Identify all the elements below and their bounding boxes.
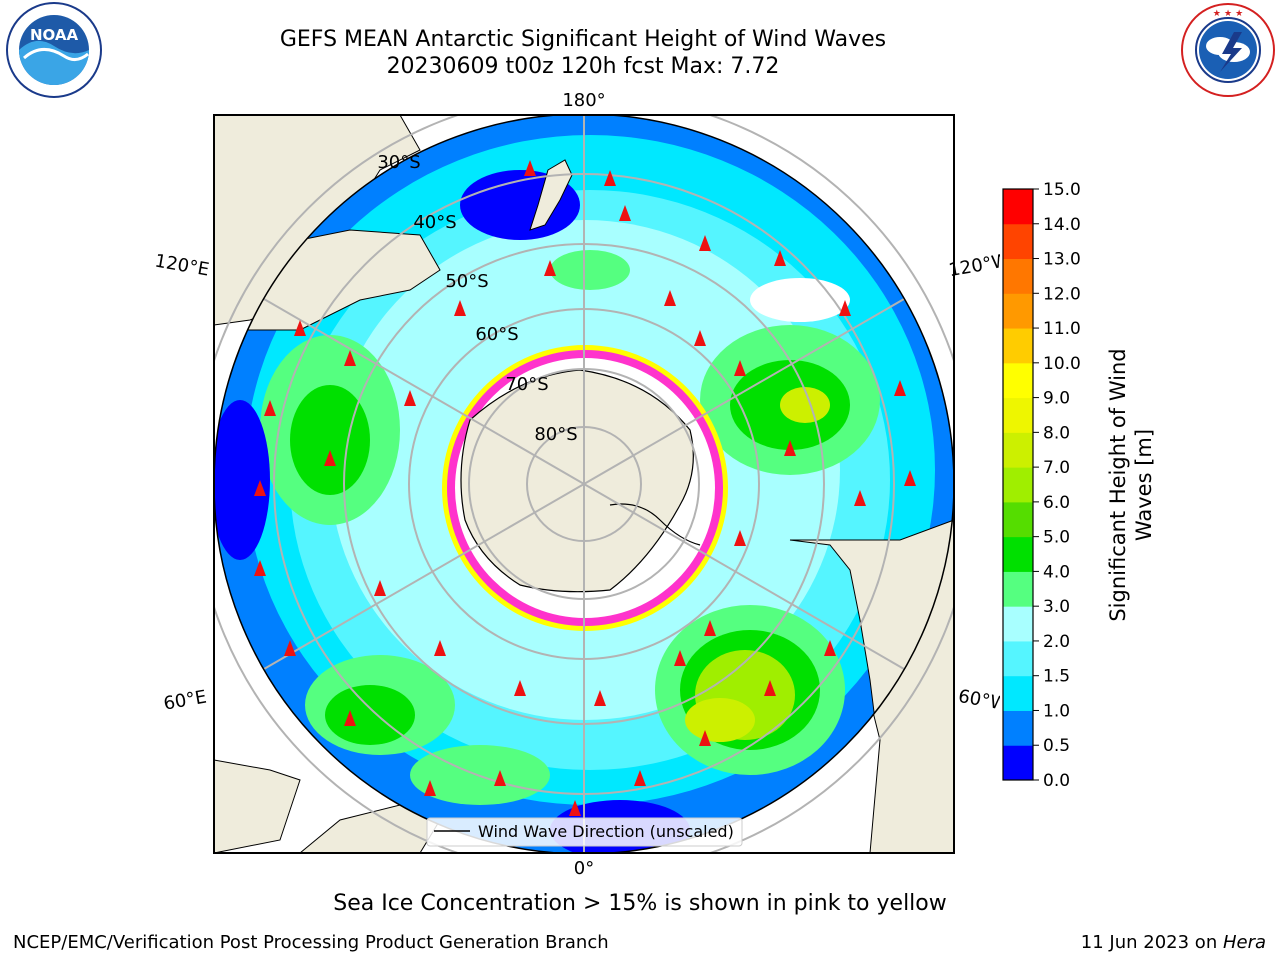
colorbar-tick-label: 1.0	[1043, 701, 1070, 721]
colorbar-tick-label: 13.0	[1043, 250, 1081, 270]
nws-logo: ★ ★ ★	[1181, 3, 1275, 97]
colorbar-swatch	[1003, 432, 1033, 468]
lat-label-70s: 70°S	[505, 374, 548, 395]
colorbar-tick-label: 10.0	[1043, 354, 1081, 374]
lat-label-30s: 30°S	[377, 152, 420, 173]
colorbar-swatch	[1003, 293, 1033, 329]
footer-machine: Hera	[1222, 932, 1266, 953]
colorbar-tick-label: 4.0	[1043, 562, 1070, 582]
colorbar-swatches	[1003, 189, 1033, 781]
colorbar: 0.0 0.5 1.0 1.5 2.0 3.0 4.0 5.0 6.0 7.0 8.0 9.0 10.0…	[1002, 180, 1081, 791]
footer-date: 11 Jun 2023	[1080, 932, 1190, 953]
chart-subtitle: 20230609 t00z 120h fcst Max: 7.72	[386, 54, 780, 79]
colorbar-swatch	[1003, 328, 1033, 364]
colorbar-swatch	[1003, 745, 1033, 781]
noaa-logo: NOAA	[6, 2, 102, 98]
chart-title: GEFS MEAN Antarctic Significant Height o…	[279, 27, 887, 52]
colorbar-swatch	[1003, 397, 1033, 433]
colorbar-tick-label: 8.0	[1043, 423, 1070, 443]
lon-label-120e: 120°E	[153, 250, 211, 280]
lon-label-0: 0°	[574, 858, 594, 879]
colorbar-swatch	[1003, 640, 1033, 677]
lat-label-80s: 80°S	[534, 424, 577, 445]
graticule	[214, 115, 954, 853]
wind-wave-arrows	[254, 160, 916, 816]
colorbar-swatch	[1003, 362, 1033, 399]
lat-label-50s: 50°S	[445, 271, 488, 292]
colorbar-tick-label: 1.5	[1043, 667, 1070, 687]
footer-on: on	[1189, 932, 1223, 953]
colorbar-tick-label: 15.0	[1043, 180, 1081, 200]
colorbar-swatch	[1003, 536, 1033, 572]
colorbar-tick-label: 12.0	[1043, 284, 1081, 304]
colorbar-label: Significant Height of Wind Waves [m]	[1106, 348, 1156, 622]
colorbar-swatch	[1003, 501, 1033, 538]
map-legend: Wind Wave Direction (unscaled)	[426, 817, 743, 847]
latitude-labels: 30°S 40°S 50°S 60°S 70°S 80°S	[377, 152, 577, 445]
colorbar-swatch	[1003, 710, 1033, 746]
noaa-logo-text: NOAA	[30, 26, 79, 44]
colorbar-frame	[1002, 188, 1034, 781]
svg-text:★ ★ ★: ★ ★ ★	[1213, 9, 1243, 19]
lat-label-40s: 40°S	[413, 212, 456, 233]
lon-label-60e: 60°E	[162, 686, 208, 714]
colorbar-tick-label: 3.0	[1043, 597, 1070, 617]
colorbar-tick-label: 14.0	[1043, 215, 1081, 235]
colorbar-swatch	[1003, 606, 1033, 642]
footer-branch: NCEP/EMC/Verification Post Processing Pr…	[13, 932, 609, 953]
footer-datestamp: 11 Jun 2023 on Hera	[1081, 932, 1266, 953]
lat-label-60s: 60°S	[475, 324, 518, 345]
colorbar-swatch	[1003, 223, 1033, 260]
colorbar-swatch	[1003, 467, 1033, 503]
colorbar-swatch	[1003, 675, 1033, 711]
polar-map: 180° 120°E 120°W 60°E 60°W 0° 30°S 40°S …	[153, 90, 1000, 879]
colorbar-tick-label: 0.0	[1043, 771, 1070, 791]
colorbar-tick-label: 5.0	[1043, 528, 1070, 548]
colorbar-tick-label: 2.0	[1043, 632, 1070, 652]
colorbar-tick-label: 7.0	[1043, 458, 1070, 478]
lon-label-180: 180°	[562, 90, 605, 111]
colorbar-tick-label: 0.5	[1043, 736, 1070, 756]
sea-ice-note: Sea Ice Concentration > 15% is shown in …	[333, 891, 947, 916]
legend-label: Wind Wave Direction (unscaled)	[478, 822, 734, 841]
colorbar-swatch	[1003, 189, 1033, 225]
colorbar-tick-label: 9.0	[1043, 389, 1070, 409]
colorbar-swatch	[1003, 258, 1033, 294]
colorbar-swatch	[1003, 571, 1033, 607]
colorbar-tick-label: 11.0	[1043, 319, 1081, 339]
colorbar-ticks: 0.0 0.5 1.0 1.5 2.0 3.0 4.0 5.0 6.0 7.0 8.0 9.0 10.0…	[1033, 180, 1081, 791]
colorbar-tick-label: 6.0	[1043, 493, 1070, 513]
